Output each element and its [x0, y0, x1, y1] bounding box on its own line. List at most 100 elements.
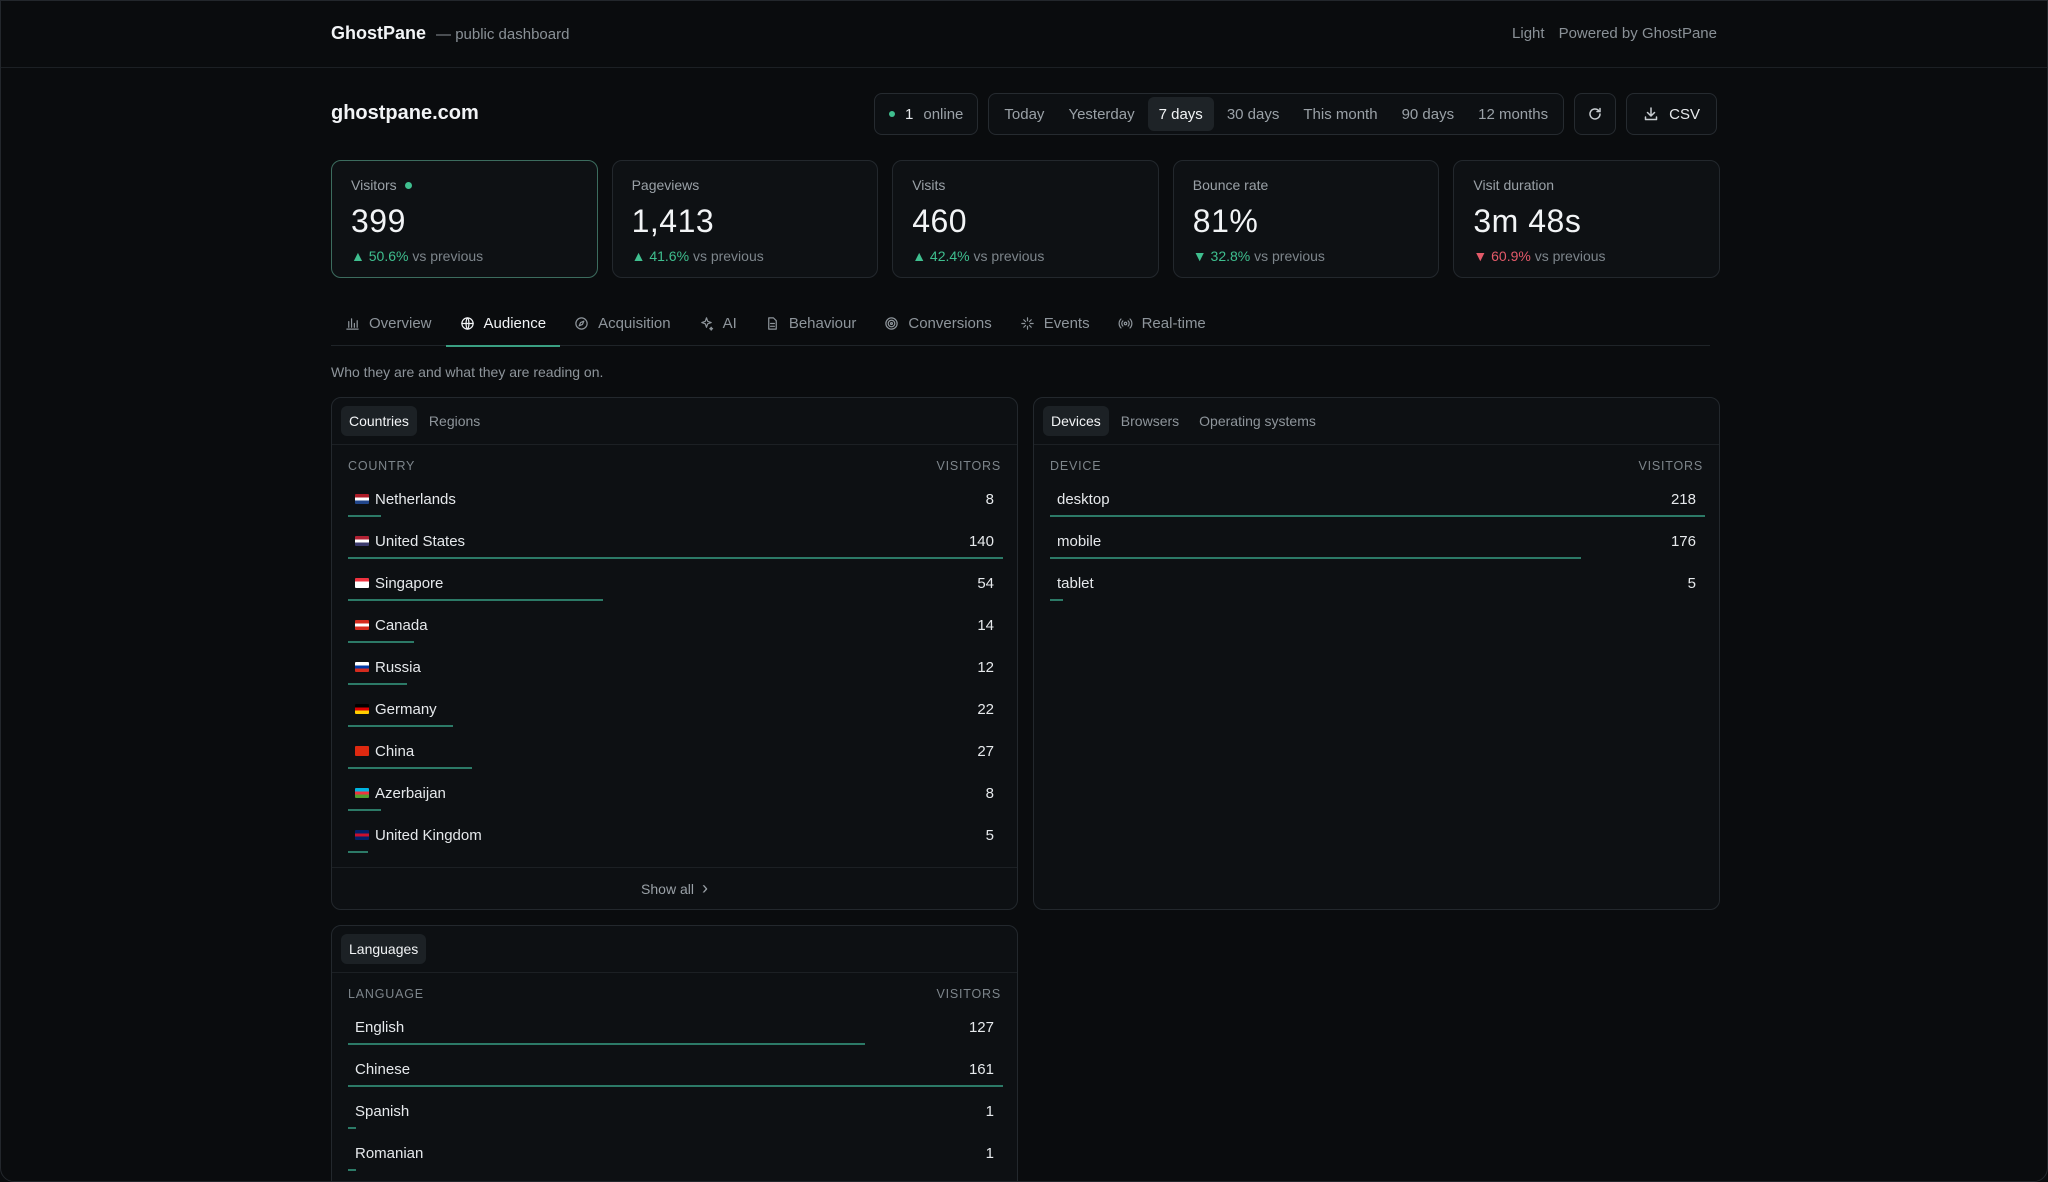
row-name: tablet [1057, 575, 1094, 592]
table-row[interactable]: mobile 176 [1050, 520, 1703, 562]
table-row[interactable]: English 127 [348, 1006, 1001, 1048]
section-tabs: Overview Audience Acquisition AI Behaviour Co… [331, 301, 1710, 347]
document-icon [767, 317, 777, 330]
row-value: 54 [977, 574, 994, 592]
table-row[interactable]: Russia 12 [348, 646, 1001, 688]
show-all-button[interactable]: Show all › [332, 867, 1017, 909]
row-value: 14 [977, 616, 994, 634]
row-name: English [355, 1019, 404, 1036]
tab-audience[interactable]: Audience [445, 301, 561, 347]
row-name: Germany [355, 701, 437, 718]
table-row[interactable]: desktop 218 [1050, 478, 1705, 520]
column-header-left: DEVICE [1050, 459, 1102, 473]
range-12-months[interactable]: 12 months [1478, 105, 1549, 123]
share-bar [348, 1043, 866, 1045]
range-today[interactable]: Today [1004, 105, 1045, 123]
stat-value: 399 [351, 203, 406, 239]
table-row[interactable]: Romanian 1 [348, 1132, 1001, 1174]
table-row[interactable]: tablet 5 [1050, 562, 1703, 604]
table-row[interactable]: Netherlands 8 [348, 478, 1001, 520]
row-name: Netherlands [355, 491, 456, 508]
panel-tab-browsers[interactable]: Browsers [1120, 413, 1180, 429]
stat-delta: ▲ 42.4% vs previous [912, 248, 1139, 264]
csv-label: CSV [1669, 105, 1700, 123]
flag-icon [355, 578, 369, 588]
panel-tab-operating-systems[interactable]: Operating systems [1199, 413, 1316, 429]
row-value: 140 [968, 532, 994, 550]
flag-icon [355, 662, 369, 672]
row-label: United States [375, 532, 466, 550]
stat-card-bounce-rate[interactable]: Bounce rate 81% ▼ 32.8% vs previous [1172, 160, 1440, 278]
row-label: United Kingdom [375, 826, 482, 844]
stat-card-visit-duration[interactable]: Visit duration 3m 48s ▼ 60.9% vs previous [1453, 160, 1720, 278]
flag-icon [355, 620, 369, 630]
tab-behaviour[interactable]: Behaviour [751, 301, 871, 346]
panel-tab-countries[interactable]: Countries [341, 406, 417, 436]
table-row[interactable]: Azerbaijan 8 [348, 772, 1001, 814]
brand-name[interactable]: GhostPane [331, 23, 427, 43]
tab-label: Acquisition [598, 315, 671, 332]
section-description: Who they are and what they are reading o… [331, 364, 604, 380]
row-label: desktop [1057, 490, 1110, 508]
stat-delta-suffix: vs previous [1254, 248, 1325, 264]
share-bar [348, 641, 414, 643]
stat-delta: ▼ 32.8% vs previous [1193, 248, 1420, 264]
brand: GhostPane — public dashboard [331, 23, 569, 44]
share-bar [1050, 557, 1581, 559]
range-7-days[interactable]: 7 days [1147, 97, 1214, 131]
table-row[interactable]: Canada 14 [348, 604, 1001, 646]
stat-label: Visitors [351, 177, 578, 193]
tab-events[interactable]: Events [1006, 301, 1104, 346]
stat-label-text: Visitors [351, 177, 397, 193]
target-icon [885, 317, 899, 330]
tab-label: Real-time [1141, 315, 1206, 332]
csv-export-button[interactable]: CSV [1626, 93, 1717, 135]
panel-tab-devices[interactable]: Devices [1043, 406, 1109, 436]
table-row[interactable]: Spanish 1 [348, 1090, 1001, 1132]
tab-label: Conversions [908, 315, 992, 332]
stat-value: 1,413 [631, 203, 715, 239]
share-bar [348, 1169, 356, 1171]
stat-card-visitors[interactable]: Visitors 399 ▲ 50.6% vs previous [331, 160, 598, 278]
table-row[interactable]: Germany 22 [348, 688, 1001, 730]
site-title: ghostpane.com [331, 102, 479, 124]
stat-label-text: Visit duration [1473, 177, 1555, 193]
range-30-days[interactable]: 30 days [1226, 105, 1280, 123]
share-bar [348, 1085, 1003, 1087]
tab-conversions[interactable]: Conversions [870, 301, 1005, 346]
stat-value: 3m 48s [1473, 203, 1582, 239]
stat-card-visits[interactable]: Visits 460 ▲ 42.4% vs previous [892, 160, 1159, 278]
row-label: mobile [1057, 532, 1102, 550]
stat-label: Bounce rate [1193, 177, 1420, 193]
powered-by-link[interactable]: Powered by GhostPane [1558, 25, 1717, 42]
row-label: Romanian [355, 1144, 424, 1162]
refresh-icon [1589, 107, 1601, 120]
row-value: 1 [985, 1102, 994, 1120]
stat-delta-value: ▼ 60.9% [1473, 248, 1531, 264]
share-bar [1050, 599, 1064, 601]
table-row[interactable]: United Kingdom 5 [348, 814, 1001, 856]
show-all-label: Show all [641, 880, 694, 897]
range-this-month[interactable]: This month [1303, 105, 1378, 123]
table-row[interactable]: China 27 [348, 730, 1001, 772]
table-row[interactable]: Singapore 54 [348, 562, 1001, 604]
table-row[interactable]: Chinese 161 [348, 1048, 1003, 1090]
live-dot-icon [404, 181, 412, 189]
stat-value: 460 [912, 203, 968, 239]
column-header-right: VISITORS [936, 987, 1001, 1001]
refresh-button[interactable] [1574, 93, 1617, 135]
online-indicator[interactable]: 1 online [874, 93, 979, 135]
tab-real-time[interactable]: Real-time [1104, 301, 1220, 346]
table-row[interactable]: United States 140 [348, 520, 1003, 562]
tab-ai[interactable]: AI [685, 301, 751, 346]
stat-delta-suffix: vs previous [973, 248, 1045, 264]
panel-tab-languages[interactable]: Languages [341, 934, 427, 964]
tab-acquisition[interactable]: Acquisition [560, 301, 685, 346]
range-yesterday[interactable]: Yesterday [1068, 105, 1135, 123]
share-bar [1050, 515, 1705, 517]
stat-card-pageviews[interactable]: Pageviews 1,413 ▲ 41.6% vs previous [611, 160, 879, 278]
theme-toggle-button[interactable]: Light [1512, 25, 1545, 42]
range-90-days[interactable]: 90 days [1401, 105, 1455, 123]
tab-overview[interactable]: Overview [331, 301, 446, 346]
panel-tab-regions[interactable]: Regions [428, 413, 481, 429]
